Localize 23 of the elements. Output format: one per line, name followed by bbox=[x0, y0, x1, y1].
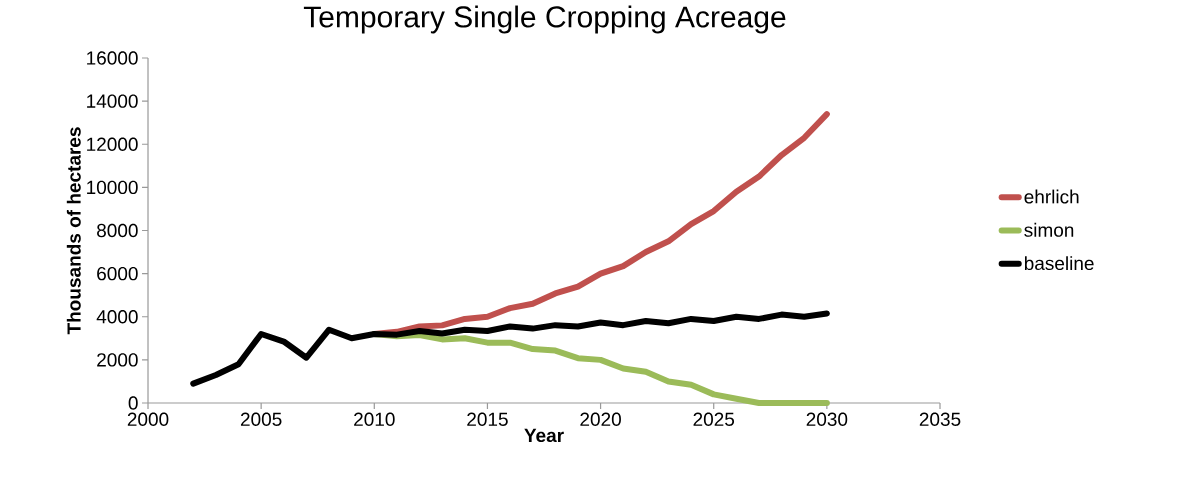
y-tick-label: 10000 bbox=[87, 180, 138, 195]
y-tick-label: 8000 bbox=[97, 223, 138, 238]
x-axis-title: Year bbox=[524, 428, 564, 443]
x-tick-label: 2005 bbox=[240, 412, 282, 426]
y-tick-label: 6000 bbox=[97, 266, 138, 281]
x-tick-label: 2035 bbox=[919, 412, 961, 426]
y-tick-label: 4000 bbox=[96, 310, 138, 324]
chart-title: Temporary Single Cropping Acreage bbox=[303, 5, 786, 34]
y-tick-label: 0 bbox=[128, 396, 138, 410]
y-tick-label: 12000 bbox=[87, 137, 138, 151]
legend-label: baseline bbox=[1024, 256, 1094, 271]
x-tick-label: 2025 bbox=[693, 412, 735, 426]
x-tick-label: 2020 bbox=[580, 412, 621, 426]
y-tick-label: 16000 bbox=[87, 51, 138, 65]
legend-label: simon bbox=[1024, 222, 1074, 237]
x-tick-label: 2000 bbox=[127, 412, 169, 426]
x-tick-label: 2010 bbox=[354, 412, 395, 426]
legend-label: ehrlich bbox=[1024, 189, 1079, 204]
y-axis-title: Thousands of hectares bbox=[66, 127, 81, 335]
y-tick-label: 14000 bbox=[87, 94, 138, 108]
x-tick-label: 2015 bbox=[467, 412, 508, 426]
x-tick-label: 2030 bbox=[806, 412, 848, 426]
y-tick-label: 2000 bbox=[97, 353, 138, 367]
